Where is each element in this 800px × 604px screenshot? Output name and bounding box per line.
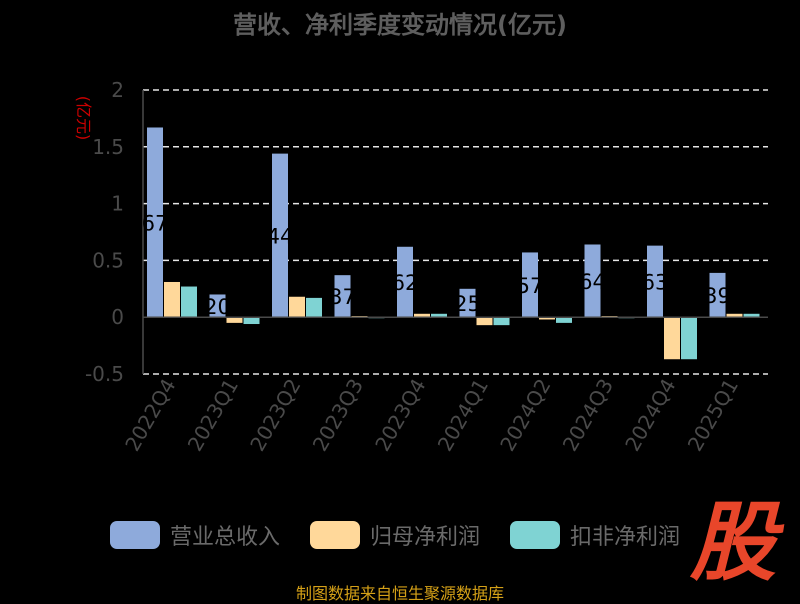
y-axis-label: (亿元) [74,96,93,141]
legend-item-deducted-profit: 扣非净利润 [510,520,680,550]
x-tick-label: 2025Q1 [683,375,743,456]
bar-data-label: 44 [267,224,294,248]
x-tick-label: 2023Q1 [183,375,243,456]
bar-data-label: 64 [579,270,606,294]
x-tick-label: 2023Q3 [308,375,368,456]
x-tick-label: 2024Q2 [495,375,555,456]
bar-deducted-profit [743,313,760,318]
x-tick-label: 2024Q4 [620,375,680,456]
bar-net-profit [476,317,493,326]
bar-revenue [334,275,351,318]
x-tick-label: 2023Q4 [370,375,430,456]
x-tick-label: 2023Q2 [245,375,305,456]
y-tick-label: 1 [111,192,124,216]
bar-revenue [709,272,726,318]
x-tick-label: 2022Q4 [120,375,180,456]
legend-label-deducted-profit: 扣非净利润 [570,525,681,550]
brand-logo: 股 [690,493,776,593]
bar-deducted-profit [493,317,510,326]
bar-revenue [147,127,163,318]
bar-deducted-profit [431,313,447,318]
y-tick-label: 2 [111,78,124,102]
bar-revenue [522,252,538,318]
bar-data-label: 37 [329,285,356,309]
bar-net-profit [289,296,305,318]
legend-item-revenue: 营业总收入 [110,520,280,550]
bar-data-label: 57 [517,274,544,298]
legend-swatch-revenue [110,521,160,549]
bar-revenue [647,245,663,318]
bar-net-profit [226,317,243,323]
legend-swatch-net-profit [310,521,360,549]
bar-deducted-profit [306,297,322,318]
bar-data-label: 67 [142,211,169,235]
x-tick-label: 2024Q3 [558,375,618,456]
legend-swatch-deducted-profit [510,521,560,549]
bar-net-profit [664,317,680,360]
y-tick-label: -0.5 [85,362,124,386]
bar-data-label: 20 [204,295,231,319]
bar-revenue [272,153,288,318]
bar-deducted-profit [243,317,260,325]
bar-net-profit [539,317,555,320]
legend-item-net-profit: 归母净利润 [310,520,480,550]
bar-deducted-profit [556,317,572,323]
bar-revenue [209,294,226,318]
bar-net-profit [726,313,743,318]
bar-revenue [397,246,413,318]
bar-revenue [459,288,476,318]
y-tick-label: 0 [111,305,124,329]
bar-data-label: 25 [454,292,481,316]
bar-net-profit [414,313,430,318]
legend-label-revenue: 营业总收入 [170,525,281,550]
bar-deducted-profit [181,286,197,318]
bar-data-label: 39 [704,284,731,308]
bar-net-profit [164,281,180,318]
x-tick-label: 2024Q1 [433,375,493,456]
bar-deducted-profit [681,317,697,360]
bar-data-label: 62 [392,271,419,295]
y-tick-label: 0.5 [92,248,124,272]
bar-revenue [584,244,601,318]
bar-data-label: 63 [642,270,669,294]
chart-title: 营收、净利季度变动情况(亿元) [233,11,567,39]
legend-label-net-profit: 归母净利润 [370,525,481,550]
source-note: 制图数据来自恒生聚源数据库 [295,584,504,603]
y-tick-label: 1.5 [92,135,124,159]
